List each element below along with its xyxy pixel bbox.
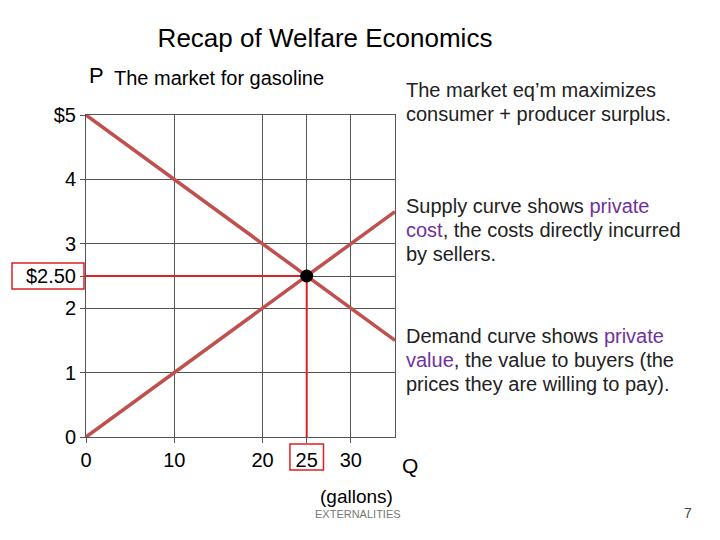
svg-text:(gallons): (gallons) (320, 486, 393, 507)
svg-text:30: 30 (340, 449, 362, 471)
html-text:The market eq’m maximizes cons: The market eq’m maximizes consumer + pro… (406, 79, 672, 125)
html-text:7: 7 (684, 505, 692, 521)
html-text:Demand curve shows private val: Demand curve shows private value, the va… (406, 325, 674, 395)
svg-text:25: 25 (296, 449, 318, 471)
svg-text:10: 10 (163, 449, 185, 471)
svg-text:Recap of Welfare Economics: Recap of Welfare Economics (158, 23, 493, 53)
html-text:Supply curve shows private cos: Supply curve shows private cost, the cos… (406, 195, 681, 265)
svg-text:2: 2 (65, 297, 76, 319)
svg-text:The market for gasoline: The market for gasoline (114, 67, 324, 89)
svg-text:20: 20 (251, 449, 273, 471)
svg-text:$5: $5 (54, 104, 76, 126)
svg-text:$2.50: $2.50 (26, 265, 76, 287)
svg-text:P: P (89, 63, 104, 88)
svg-text:Q: Q (402, 454, 418, 477)
html-text:EXTERNALITIES: EXTERNALITIES (315, 508, 401, 520)
svg-text:0: 0 (80, 449, 91, 471)
svg-text:0: 0 (65, 426, 76, 448)
svg-text:4: 4 (65, 168, 76, 190)
svg-text:3: 3 (65, 233, 76, 255)
svg-text:1: 1 (65, 362, 76, 384)
